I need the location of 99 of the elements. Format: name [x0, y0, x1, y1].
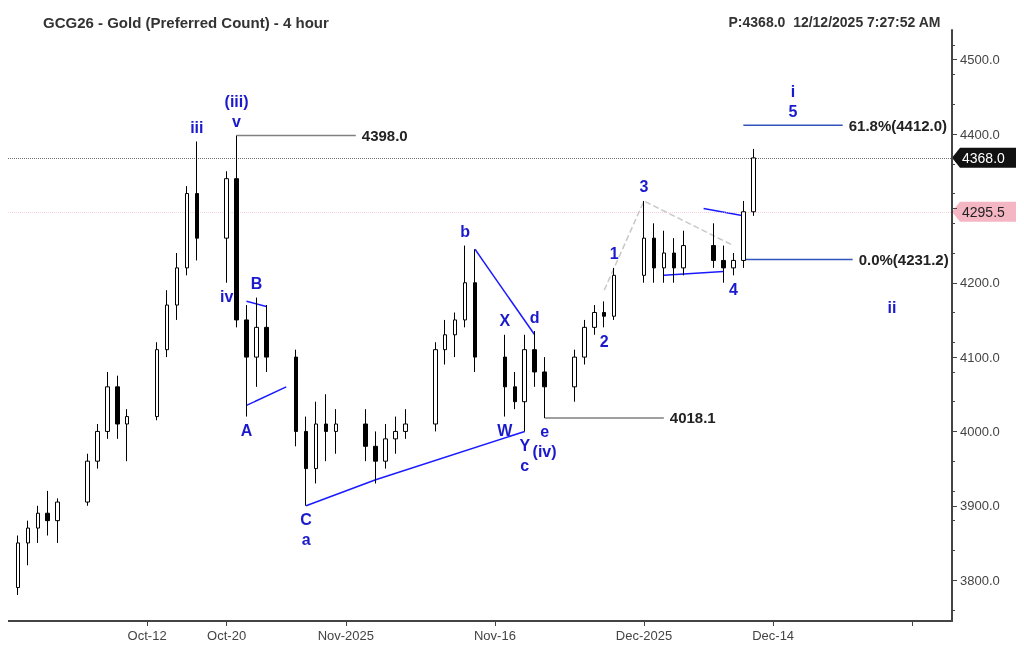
candlestick: [175, 252, 179, 321]
candlestick: [105, 371, 110, 440]
candlestick: [642, 200, 646, 284]
candlestick: [363, 408, 368, 462]
x-tick-label: Nov-2025: [317, 628, 375, 643]
candlestick: [314, 401, 318, 484]
annotation: C: [300, 511, 313, 529]
candlestick: [503, 334, 507, 418]
candlestick: [473, 248, 477, 373]
candlestick: [125, 408, 129, 462]
candlestick: [393, 416, 398, 455]
candlestick: [751, 148, 756, 217]
candlestick: [592, 304, 597, 336]
annotation: e: [540, 423, 550, 441]
candlestick: [45, 490, 50, 537]
annotation: 4: [728, 280, 738, 298]
annotation: a: [301, 531, 311, 549]
annotation: d: [529, 308, 540, 326]
annotation: b: [460, 223, 471, 241]
x-tick-label: Dec-2025: [615, 628, 673, 643]
candlestick: [731, 252, 736, 276]
x-tick-label: Nov-16: [473, 628, 516, 643]
y-tick-label: 3800.0: [960, 572, 1000, 588]
candlestick: [681, 230, 686, 276]
candlestick: [711, 222, 716, 269]
y-tick-label: 4100.0: [960, 349, 1000, 365]
annotation: B: [250, 275, 263, 293]
y-tick-label: 4000.0: [960, 423, 1000, 439]
annotation: ii: [887, 299, 897, 317]
candlestick: [721, 245, 726, 284]
candlestick: [741, 200, 746, 269]
candlestick: [36, 505, 40, 544]
annotation: (iv): [532, 443, 557, 461]
annotation: 0.0%(4231.2): [858, 251, 949, 269]
candlestick: [95, 423, 100, 470]
candlestick: [513, 371, 517, 410]
candlestick: [463, 245, 467, 328]
candlestick: [304, 416, 308, 507]
annotation: 1: [609, 245, 619, 263]
candlestick: [165, 289, 169, 358]
candlestick: [55, 497, 60, 544]
annotation: 2: [599, 332, 609, 350]
annotation: 4398.0: [361, 127, 408, 145]
candlestick: [582, 319, 587, 366]
candlestick: [244, 304, 249, 418]
candlestick: [324, 393, 328, 462]
candlestick: [532, 330, 537, 388]
ref-line-label: 4368.0: [962, 149, 1006, 166]
chart-subtitle: P:4368.0 12/12/2025 7:27:52 AM: [728, 14, 941, 30]
candlestick: [542, 356, 547, 419]
candlestick: [16, 535, 20, 596]
candlestick: [115, 375, 120, 440]
y-tick-label: 4500.0: [960, 52, 1000, 68]
annotation: 4018.1: [669, 409, 716, 427]
candlestick: [85, 453, 90, 507]
candlestick: [155, 341, 159, 421]
annotation: iv: [219, 288, 234, 306]
annotation: A: [240, 422, 253, 440]
annotation: Y: [519, 436, 531, 454]
candlestick: [453, 311, 457, 358]
candlestick: [433, 341, 438, 432]
annotation: 61.8%(4412.0): [848, 116, 948, 134]
annotation: c: [520, 456, 530, 474]
candlestick: [443, 319, 447, 366]
candlestick: [224, 170, 229, 284]
candlestick: [334, 408, 338, 455]
candlestick: [522, 334, 527, 432]
candlestick: [185, 185, 189, 276]
candlestick: [602, 300, 606, 328]
candlestick: [26, 520, 30, 566]
candlestick: [403, 408, 408, 440]
candlestick: [254, 297, 259, 388]
x-tick-label: Oct-12: [127, 628, 167, 643]
annotation: v: [232, 113, 242, 131]
annotation: 5: [788, 102, 798, 120]
y-tick-label: 4200.0: [960, 275, 1000, 291]
candlestick: [572, 349, 577, 403]
chart-title: GCG26 - Gold (Preferred Count) - 4 hour: [43, 14, 330, 31]
candlestick: [672, 237, 676, 284]
candlestick: [373, 430, 378, 484]
candlestick: [195, 141, 199, 261]
candlestick: [264, 304, 269, 373]
annotation: i: [790, 82, 796, 100]
candlestick: [383, 423, 388, 470]
annotation: (iii): [224, 93, 249, 111]
candlestick: [234, 135, 239, 328]
x-tick-label: Dec-14: [752, 628, 795, 643]
candlestick: [612, 267, 616, 321]
annotation: iii: [190, 119, 204, 137]
candlestick: [662, 230, 666, 284]
annotation: W: [497, 422, 514, 440]
x-tick-label: Oct-20: [207, 628, 247, 643]
candlestick: [652, 222, 656, 284]
candlestick: [294, 349, 298, 447]
y-tick-label: 4400.0: [960, 126, 1000, 142]
annotation: X: [499, 312, 511, 330]
annotation: 3: [639, 178, 649, 196]
ref-line-label: 4295.5: [962, 203, 1006, 220]
y-tick-label: 3900.0: [960, 498, 1000, 514]
